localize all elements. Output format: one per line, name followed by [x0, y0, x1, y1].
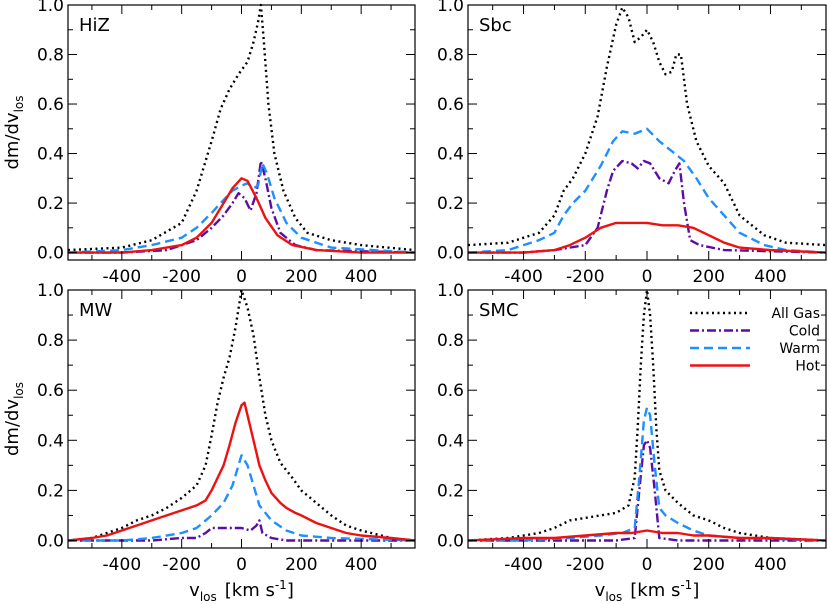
x-axis-units: [km s	[630, 580, 680, 601]
x-axis-label-subscript: los	[605, 590, 622, 604]
x-tick-label: 200	[692, 555, 724, 575]
series-warm-line	[467, 127, 827, 254]
series-all-gas-line	[467, 288, 827, 542]
series-warm-line	[68, 454, 416, 542]
legend-label: All Gas	[771, 306, 820, 322]
x-tick-label: -400	[103, 555, 142, 575]
panel-title: SMC	[479, 300, 519, 321]
y-axis-label-subscript: los	[12, 382, 26, 399]
x-tick-label: -200	[162, 555, 201, 575]
y-tick-label: 0.2	[37, 194, 64, 214]
x-tick-label: 400	[345, 555, 377, 575]
x-tick-label: 400	[345, 267, 377, 287]
x-tick-label: 200	[692, 267, 724, 287]
series-all-gas-line	[67, 288, 416, 542]
series-all-gas-line	[67, 3, 416, 252]
legend-label: Hot	[795, 359, 820, 375]
y-tick-label: 0.6	[37, 381, 64, 401]
y-tick-label: 0.0	[437, 531, 464, 551]
plot-frame	[467, 289, 827, 549]
x-axis-label: vlos [km s-1]	[189, 578, 294, 604]
y-tick-label: 1.0	[37, 0, 64, 16]
y-tick-label: 0.4	[437, 145, 464, 165]
x-tick-label: 200	[285, 267, 317, 287]
x-tick-label: 400	[754, 555, 786, 575]
panel-title: MW	[79, 300, 113, 321]
x-tick-label: -400	[103, 267, 142, 287]
y-tick-label: 0.6	[37, 95, 64, 115]
panel-title: HiZ	[79, 15, 110, 36]
y-tick-label: 0.2	[37, 481, 64, 501]
y-tick-label: 0.8	[37, 331, 64, 351]
y-tick-label: 0.2	[437, 481, 464, 501]
series-cold-line	[68, 159, 416, 254]
x-tick-label: -200	[566, 555, 605, 575]
y-tick-label: 0.8	[37, 46, 64, 66]
x-axis-units-close: ]	[287, 580, 294, 601]
x-axis-units-close: ]	[692, 580, 699, 601]
series-cold-line	[468, 439, 826, 542]
y-axis-label: dm/dvlos	[2, 95, 26, 169]
x-axis-units: [km s	[225, 580, 275, 601]
x-tick-label: 200	[285, 555, 317, 575]
x-tick-label: -200	[566, 267, 605, 287]
x-tick-label: 0	[236, 267, 247, 287]
series-hot-line	[67, 401, 416, 542]
legend-label: Cold	[789, 324, 820, 340]
y-axis-label-subscript: los	[12, 95, 26, 112]
series-warm-line	[468, 406, 827, 542]
series-cold-line	[468, 159, 827, 254]
legend-label: Warm	[779, 341, 820, 357]
y-tick-label: 0.6	[437, 381, 464, 401]
panel-mw: -400 -200 0 200 400 0.0 0.2 0.4 0.6 0.8 1.0 MW dm/dv…	[2, 281, 416, 604]
x-axis-label-subscript: los	[200, 590, 217, 604]
series-hot-line	[468, 221, 827, 254]
x-tick-label: -200	[162, 267, 201, 287]
y-axis-label-main: dm/dv	[2, 112, 23, 169]
panel-hiz: -400 -200 0 200 400 0.0 0.2 0.4 0.6 0.8 1.0 HiZ dm/d…	[2, 0, 416, 287]
x-axis-label-main: v	[189, 580, 200, 601]
y-tick-label: 0.8	[437, 331, 464, 351]
x-axis-units-exponent: -1	[275, 578, 287, 592]
x-axis-label: vlos [km s-1]	[595, 578, 700, 604]
x-tick-label: 400	[754, 267, 786, 287]
x-tick-label: 0	[642, 555, 653, 575]
y-axis-label: dm/dvlos	[2, 382, 26, 456]
y-tick-label: 0.6	[437, 95, 464, 115]
y-tick-label: 1.0	[437, 0, 464, 16]
x-tick-label: 0	[236, 555, 247, 575]
x-axis-units-exponent: -1	[680, 578, 692, 592]
series-warm-line	[67, 162, 416, 254]
panel-title: Sbc	[479, 15, 512, 36]
plot-frame	[67, 4, 416, 261]
x-axis-label-main: v	[595, 580, 606, 601]
series-hot-line	[68, 177, 415, 254]
x-tick-label: -400	[504, 267, 543, 287]
plot-frame	[67, 289, 416, 549]
y-tick-label: 1.0	[37, 281, 64, 301]
y-tick-label: 0.4	[37, 145, 64, 165]
series-cold-line	[68, 519, 415, 542]
y-tick-label: 0.0	[437, 244, 464, 264]
y-tick-label: 1.0	[437, 281, 464, 301]
y-tick-label: 0.0	[37, 531, 64, 551]
x-tick-label: 0	[642, 267, 653, 287]
series-all-gas-line	[467, 6, 827, 247]
y-tick-label: 0.4	[437, 431, 464, 451]
panel-sbc: -400 -200 0 200 400 0.0 0.2 0.4 0.6 0.8 1.0 Sbc	[437, 0, 827, 287]
panel-smc: -400 -200 0 200 400 0.0 0.2 0.4 0.6 0.8 1.0 SMC vlos…	[437, 281, 827, 604]
y-tick-label: 0.4	[37, 431, 64, 451]
y-tick-label: 0.8	[437, 46, 464, 66]
y-axis-label-main: dm/dv	[2, 399, 23, 456]
series-hot-line	[467, 529, 827, 542]
y-tick-label: 0.0	[37, 244, 64, 264]
x-tick-label: -400	[504, 555, 543, 575]
y-tick-label: 0.2	[437, 194, 464, 214]
